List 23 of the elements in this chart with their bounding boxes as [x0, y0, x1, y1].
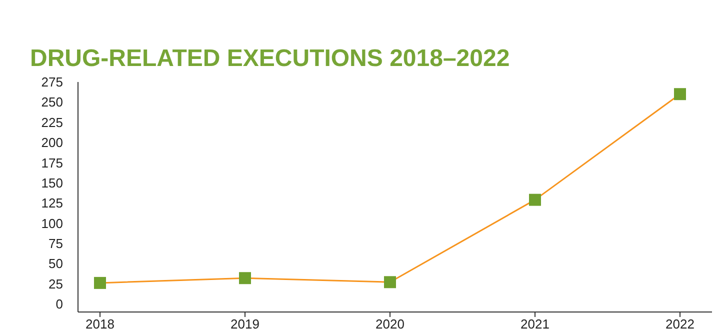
y-tick-label: 100 — [41, 216, 63, 231]
point — [239, 272, 251, 284]
point — [674, 88, 686, 100]
y-tick-label: 200 — [41, 135, 63, 150]
x-tick-label: 2018 — [86, 316, 114, 329]
y-tick-label: 75 — [48, 236, 63, 251]
chart-title: DRUG-RELATED EXECUTIONS 2018–2022 — [30, 45, 510, 72]
x-tick-label: 2020 — [376, 316, 404, 329]
point — [384, 276, 396, 288]
y-tick-label: 25 — [48, 276, 63, 292]
y-tick-label: 150 — [41, 175, 63, 190]
y-tick-label: 175 — [41, 155, 63, 170]
point — [94, 276, 106, 289]
x-tick-label: 2019 — [230, 316, 260, 329]
y-tick-label: 225 — [41, 114, 63, 130]
y-tick-label: 125 — [41, 196, 63, 211]
x-tick-label: 2021 — [520, 316, 550, 329]
y-tick-label: 250 — [41, 94, 63, 110]
y-tick-label: 0 — [56, 296, 63, 312]
y-tick-label: 50 — [48, 256, 63, 272]
point — [529, 194, 541, 206]
y-tick-label: 275 — [41, 74, 63, 90]
x-tick-label: 2022 — [666, 316, 694, 329]
